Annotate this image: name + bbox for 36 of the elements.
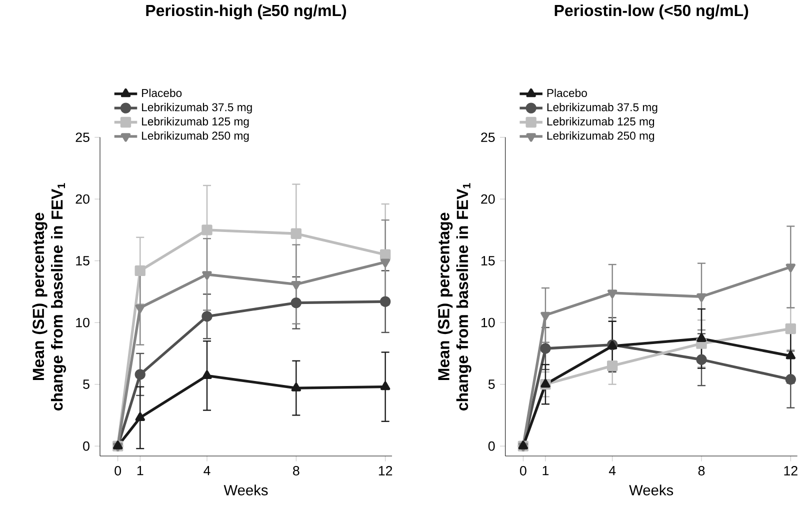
- legend-label: Lebrikizumab 37.5 mg: [547, 102, 658, 114]
- legend-label: Placebo: [547, 88, 587, 98]
- legend-label: Lebrikizumab 250 mg: [547, 131, 654, 142]
- y-axis-title: Mean (SE) percentage change from baseline in FEV$_{1}$: [32, 183, 66, 410]
- x-tick-label: 8: [293, 466, 300, 476]
- legend-label: Lebrikizumab 125 mg: [142, 117, 249, 128]
- y-axis-title: Mean (SE) percentage change from baseline in FEV$_{1}$: [438, 183, 472, 410]
- y-tick-label: 5: [488, 380, 495, 389]
- y-tick-label: 15: [481, 256, 495, 266]
- y-tick-label: 25: [76, 132, 90, 142]
- x-tick-label: 0: [520, 466, 526, 476]
- x-axis-title: Weeks: [224, 484, 268, 496]
- x-tick-label: 12: [378, 466, 392, 476]
- y-tick-label: 10: [76, 318, 90, 328]
- y-tick-label: 20: [481, 194, 495, 204]
- legend-label: Lebrikizumab 37.5 mg: [142, 102, 252, 114]
- legend-label: Lebrikizumab 125 mg: [547, 117, 654, 128]
- y-tick-label: 0: [83, 441, 90, 451]
- y-tick-label: 20: [76, 194, 90, 204]
- x-tick-label: 4: [608, 466, 616, 476]
- x-tick-label: 0: [114, 466, 122, 476]
- x-axis-title: Weeks: [629, 484, 674, 496]
- y-tick-label: 5: [83, 380, 90, 389]
- chart-title: Periostin-low (<50 ng/mL): [554, 4, 748, 20]
- y-tick-label: 0: [488, 441, 495, 451]
- x-tick-label: 4: [204, 466, 210, 476]
- x-tick-label: 8: [698, 466, 705, 476]
- x-tick-label: 12: [784, 466, 798, 476]
- y-tick-label: 10: [481, 318, 495, 328]
- legend-label: Placebo: [142, 88, 182, 98]
- y-tick-label: 25: [481, 132, 495, 142]
- y-tick-label: 15: [76, 256, 90, 266]
- chart-title: Periostin-high (≥50 ng/mL): [146, 4, 346, 20]
- legend-label: Lebrikizumab 250 mg: [142, 131, 249, 142]
- x-tick-label: 1: [137, 466, 144, 476]
- x-tick-label: 1: [542, 466, 549, 476]
